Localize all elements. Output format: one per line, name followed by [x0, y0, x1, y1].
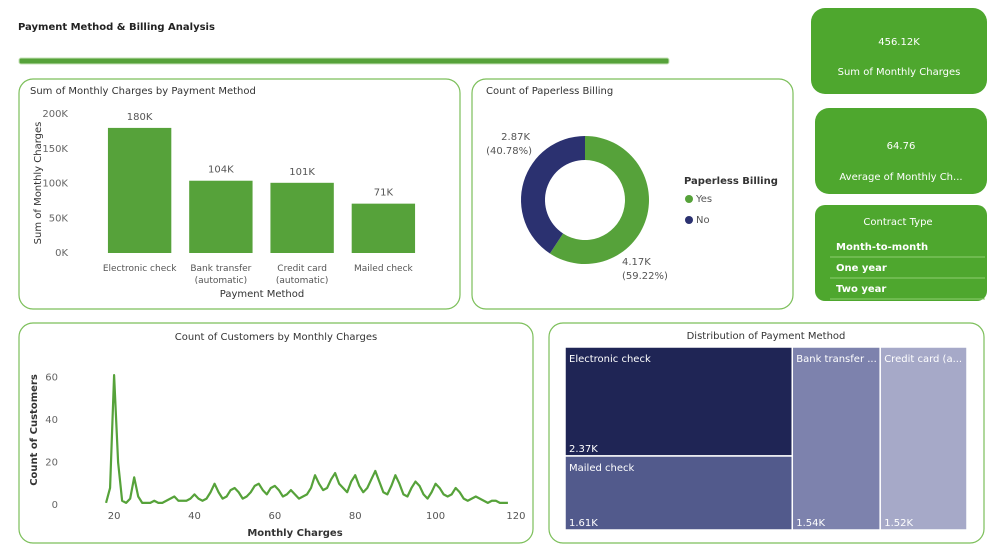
legend-swatch [685, 216, 693, 224]
panel [18, 322, 534, 544]
x-tick-label: Electronic check [102, 264, 177, 274]
title-underline [18, 57, 670, 65]
kpi-label: Sum of Monthly Charges [838, 67, 961, 78]
x-tick-label: 100 [426, 511, 445, 522]
y-tick-label: 60 [45, 372, 58, 383]
bar [107, 127, 172, 253]
treemap-tile [564, 455, 794, 531]
tile-value: 2.37K [569, 444, 598, 455]
line [104, 374, 508, 504]
percent-label: (59.22%) [622, 271, 668, 282]
kpi-card [815, 108, 987, 194]
legend-label: Yes [695, 194, 712, 205]
y-tick-label: 150K [42, 144, 68, 155]
x-tick-label: Credit card (automatic) [275, 264, 329, 286]
donut-slice [521, 136, 585, 254]
slicer-item: Two year [836, 284, 886, 295]
data-label: 71K [374, 188, 394, 199]
slicer [815, 205, 987, 301]
chart-title: Count of Customers by Monthly Charges [175, 332, 377, 343]
kpi-value: 456.12K [878, 37, 920, 48]
bar [351, 203, 416, 253]
data-label: 104K [208, 165, 234, 176]
y-tick-label: 20 [45, 457, 58, 468]
chart-title: Sum of Monthly Charges by Payment Method [30, 86, 256, 97]
tile-value: 1.52K [884, 518, 913, 529]
y-tick-label: 200K [42, 109, 68, 120]
slicer-item: Month-to-month [836, 242, 928, 253]
y-tick-label: 50K [49, 213, 69, 224]
data-label: 180K [127, 112, 153, 123]
legend-title: Paperless Billing [684, 176, 778, 187]
donut-slice [549, 136, 649, 265]
x-tick-label: Mailed check [354, 264, 413, 274]
legend-swatch [685, 195, 693, 203]
tile-label: Mailed check [569, 463, 634, 474]
x-tick-label: 80 [349, 511, 362, 522]
x-tick-label: 60 [268, 511, 281, 522]
slicer-title: Contract Type [863, 217, 932, 228]
y-tick-label: 0K [55, 248, 68, 259]
x-tick-label: 40 [188, 511, 201, 522]
tile-value: 1.61K [569, 518, 598, 529]
treemap-tile [879, 346, 968, 531]
y-tick-label: 100K [42, 179, 68, 190]
tile-label: Credit card (a... [884, 354, 962, 365]
tile-label: Bank transfer ... [796, 354, 877, 365]
x-axis-label: Payment Method [220, 289, 304, 300]
tile-value: 1.54K [796, 518, 825, 529]
chart-title: Count of Paperless Billing [486, 86, 613, 97]
x-tick-label: 120 [506, 511, 525, 522]
x-tick-label: 20 [108, 511, 121, 522]
kpi-label: Average of Monthly Ch... [839, 172, 962, 183]
page-title: Payment Method & Billing Analysis [18, 22, 215, 33]
tile-label: Electronic check [569, 354, 651, 365]
y-axis-label: Sum of Monthly Charges [33, 122, 44, 245]
legend-label: No [696, 215, 710, 226]
chart-title: Distribution of Payment Method [687, 331, 846, 342]
bar [189, 180, 253, 253]
slicer-item: One year [836, 263, 887, 274]
data-label: 4.17K [622, 257, 651, 268]
x-tick-label: Bank transfer (automatic) [190, 264, 252, 286]
data-label: 101K [289, 167, 315, 178]
y-tick-label: 0 [52, 500, 58, 511]
y-tick-label: 40 [45, 415, 58, 426]
x-axis-label: Monthly Charges [247, 528, 342, 539]
kpi-value: 64.76 [887, 141, 916, 152]
y-axis-label: Count of Customers [29, 374, 40, 486]
bar [270, 182, 334, 253]
data-label: 2.87K [501, 132, 530, 143]
percent-label: (40.78%) [486, 146, 532, 157]
treemap-tile [791, 346, 881, 531]
kpi-card [811, 8, 987, 94]
